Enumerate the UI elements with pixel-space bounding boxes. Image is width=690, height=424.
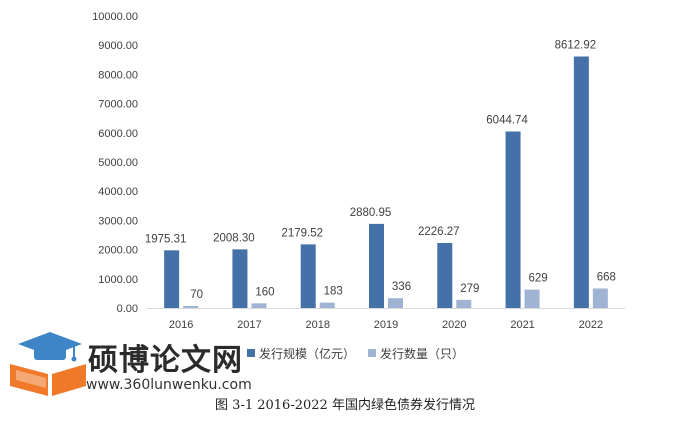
y-tick-label: 9000.00 <box>98 40 138 52</box>
data-label-series-1-2016: 1975.31 <box>145 233 187 245</box>
x-tick-label: 2017 <box>237 319 261 331</box>
watermark-logo-icon <box>10 332 86 396</box>
y-tick-label: 10000.00 <box>92 11 138 23</box>
x-axis: 2016 2017 2018 2019 2020 2021 2022 <box>169 319 603 331</box>
y-tick-label: 5000.00 <box>98 157 138 169</box>
bar-series-1-2020 <box>437 242 453 308</box>
data-label-series-2-2019: 336 <box>392 281 411 293</box>
bars-group: 1975.31 70 2008.30 160 2179.52 183 2880.95 336 2… <box>145 40 616 309</box>
y-axis: 0.00 1000.00 2000.00 3000.00 4000.00 5000.00 6… <box>92 11 138 315</box>
y-tick-label: 4000.00 <box>98 186 138 198</box>
x-tick-label: 2016 <box>169 319 193 331</box>
y-tick-label: 2000.00 <box>98 245 138 257</box>
data-label-series-1-2021: 6044.74 <box>486 114 528 126</box>
bar-series-2-2019 <box>388 298 403 308</box>
bar-series-2-2017 <box>251 303 267 308</box>
bar-series-2-2018 <box>319 302 335 308</box>
data-label-series-2-2017: 160 <box>255 286 274 298</box>
x-tick-label: 2018 <box>305 319 329 331</box>
y-tick-label: 8000.00 <box>98 69 138 81</box>
bar-series-1-2017 <box>232 249 248 308</box>
watermark-url: www.360lunwenku.com <box>86 377 252 393</box>
legend-label-series-1: 发行规模（亿元） <box>259 346 355 361</box>
y-tick-label: 3000.00 <box>98 215 138 227</box>
data-label-series-1-2017: 2008.30 <box>213 232 255 244</box>
data-label-series-2-2020: 279 <box>460 283 479 295</box>
y-tick-label: 1000.00 <box>98 274 138 286</box>
legend-swatch-series-2 <box>368 349 376 357</box>
bar-series-1-2016 <box>164 250 180 308</box>
data-label-series-2-2021: 629 <box>528 273 547 285</box>
data-label-series-1-2018: 2179.52 <box>281 227 323 239</box>
bar-series-1-2019 <box>369 223 384 308</box>
data-label-series-1-2022: 8612.92 <box>555 40 597 52</box>
y-tick-label: 0.00 <box>117 303 138 315</box>
y-tick-label: 7000.00 <box>98 99 138 111</box>
legend: 发行规模（亿元） 发行数量（只） <box>247 346 464 361</box>
bar-series-2-2020 <box>456 299 472 308</box>
x-tick-label: 2021 <box>510 319 534 331</box>
bar-series-2-2021 <box>524 289 540 308</box>
bar-series-1-2022 <box>573 56 589 309</box>
x-tick-label: 2020 <box>442 319 466 331</box>
data-label-series-1-2019: 2880.95 <box>350 207 392 219</box>
bar-series-2-2016 <box>183 305 199 308</box>
legend-swatch-series-1 <box>247 349 255 357</box>
figure-caption: 图 3-1 2016-2022 年国内绿色债券发行情况 <box>215 398 475 413</box>
bar-series-2-2022 <box>592 288 608 308</box>
x-tick-label: 2022 <box>579 319 603 331</box>
data-label-series-2-2016: 70 <box>190 289 203 301</box>
watermark-title: 硕博论文网 <box>88 343 243 378</box>
legend-label-series-2: 发行数量（只） <box>380 346 464 361</box>
data-label-series-2-2022: 668 <box>597 271 616 283</box>
data-label-series-2-2018: 183 <box>324 286 343 298</box>
bar-series-1-2021 <box>505 131 521 308</box>
y-tick-label: 6000.00 <box>98 128 138 140</box>
data-label-series-1-2020: 2226.27 <box>418 226 460 238</box>
x-tick-label: 2019 <box>374 319 398 331</box>
bar-series-1-2018 <box>300 244 316 308</box>
